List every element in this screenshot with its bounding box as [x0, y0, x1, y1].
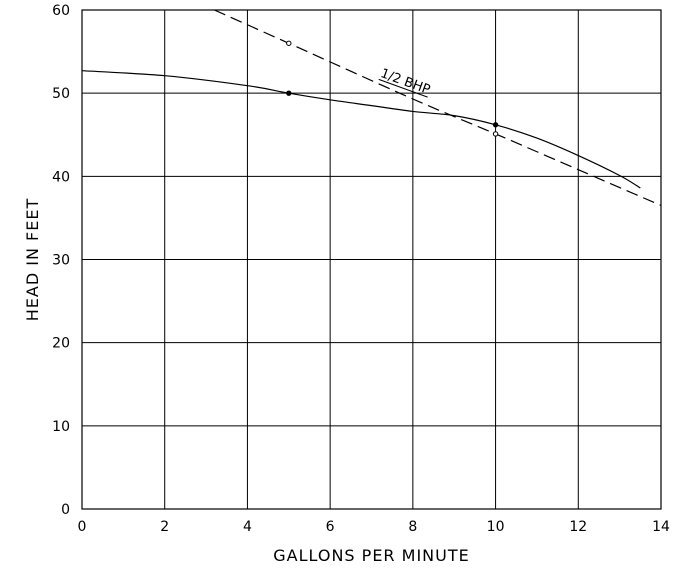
x-tick-label: 2 [160, 519, 169, 535]
x-axis-title: GALLONS PER MINUTE [273, 546, 469, 565]
bhp-point-marker [492, 131, 499, 137]
x-tick-label: 14 [652, 519, 670, 535]
x-tick-label: 0 [78, 519, 87, 535]
y-tick-label: 0 [61, 502, 70, 518]
y-axis-title: HEAD IN FEET [23, 198, 42, 321]
y-tick-label: 30 [52, 253, 70, 269]
y-tick-label: 60 [52, 3, 70, 19]
y-tick-label: 40 [52, 169, 70, 185]
head-point-marker [492, 122, 499, 128]
y-tick-label: 20 [52, 336, 70, 352]
y-tick-label: 50 [52, 86, 70, 102]
bhp-annotation-underline [378, 78, 428, 98]
x-tick-label: 6 [326, 519, 335, 535]
tick-label-layer: 0 2 4 6 8 10 12 14 0 10 20 30 40 50 60 [52, 3, 670, 535]
x-tick-label: 12 [569, 519, 587, 535]
x-tick-label: 10 [487, 519, 505, 535]
bhp-curve-dashed [214, 9, 662, 206]
bhp-point-marker [286, 40, 292, 46]
plot-frame [81, 9, 662, 510]
head-point-marker [286, 90, 292, 96]
x-tick-label: 4 [243, 519, 252, 535]
y-tick-label: 10 [52, 419, 70, 435]
x-tick-label: 8 [408, 519, 417, 535]
head-curve-solid [81, 70, 641, 189]
grid-layer [81, 9, 662, 510]
